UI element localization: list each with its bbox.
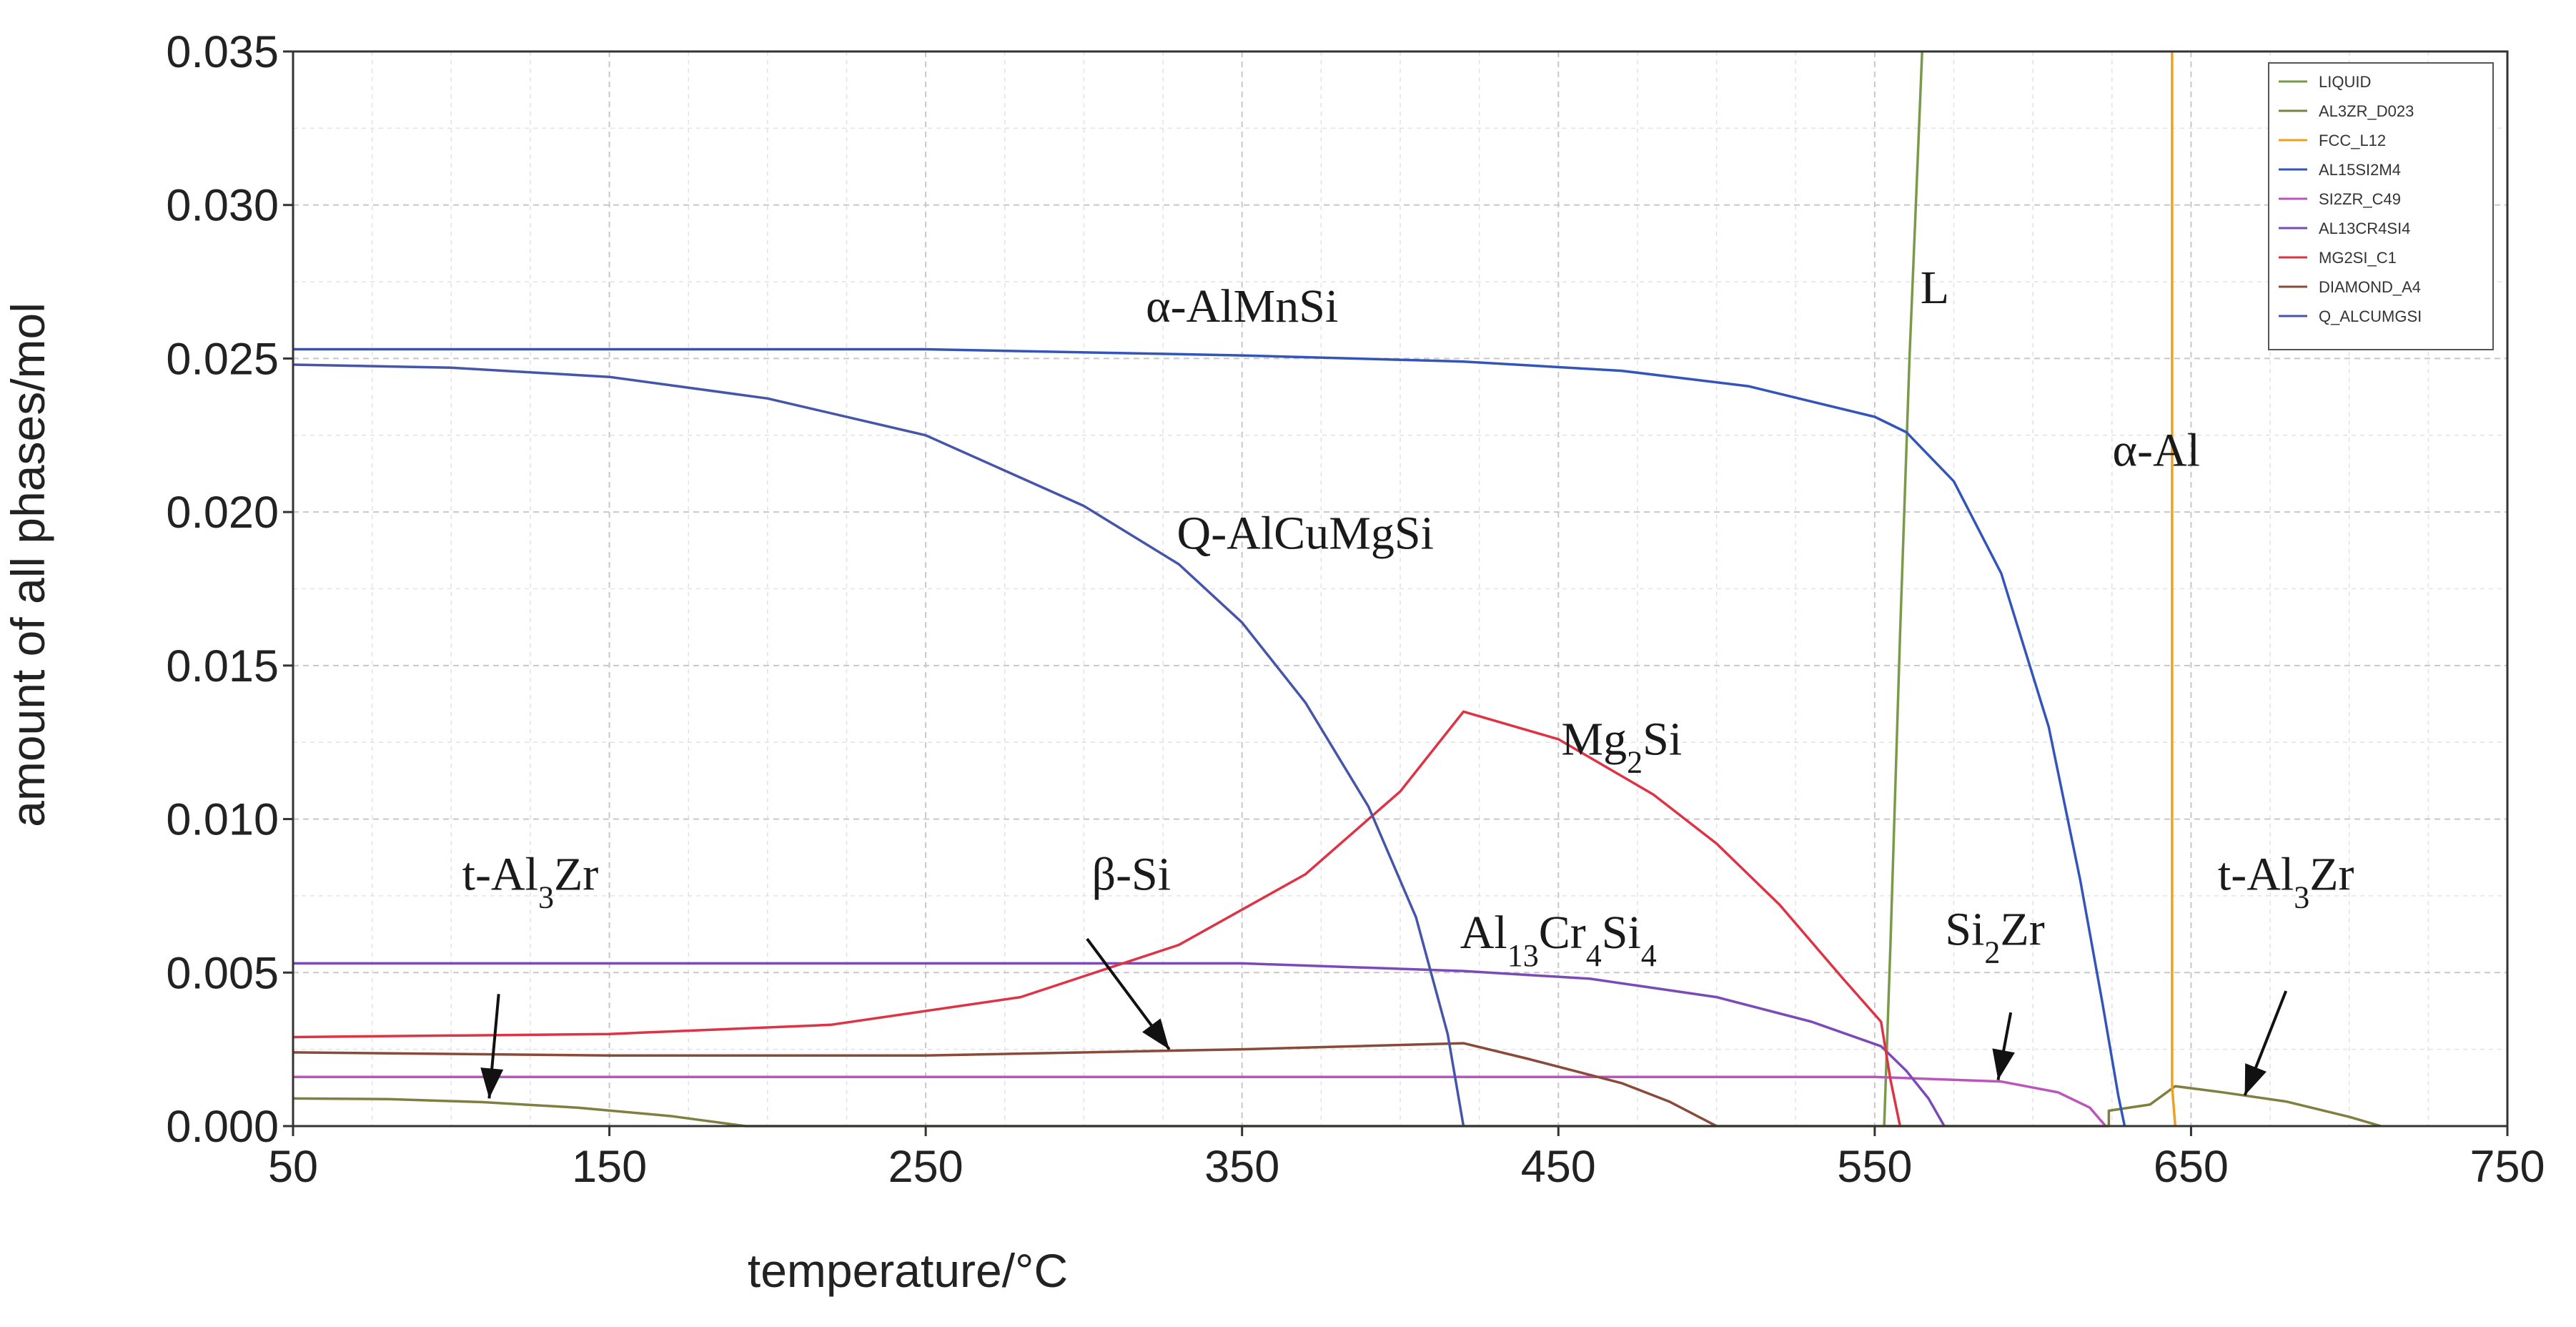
phase-annotation: L bbox=[1921, 262, 1949, 314]
y-tick-label: 0.035 bbox=[166, 27, 279, 77]
x-axis-title: temperature/°C bbox=[748, 1244, 1068, 1297]
legend: LIQUID AL3ZR_D023 FCC_L12 AL15SI2M4 SI2ZR_C4… bbox=[2268, 62, 2494, 350]
series-line-al15si2m4 bbox=[293, 347, 2126, 1127]
phase-annotation: α-Al bbox=[2112, 425, 2200, 477]
y-axis-title: amount of all phases/mol bbox=[1, 302, 54, 827]
annotation-arrow-head bbox=[1992, 1048, 2015, 1080]
series-line-si2zr-c49 bbox=[293, 1075, 2107, 1128]
x-axis-ticks: 50 150 250 350 450 550 650 750 bbox=[268, 1126, 2545, 1192]
annotation-arrows bbox=[480, 937, 2288, 1099]
x-tick-label: 250 bbox=[888, 1142, 963, 1192]
legend-label: FCC_L12 bbox=[2319, 132, 2386, 149]
phase-annotation: t-Al3Zr bbox=[2218, 848, 2354, 914]
x-tick-label: 650 bbox=[2154, 1142, 2229, 1192]
legend-label: DIAMOND_A4 bbox=[2319, 278, 2421, 296]
phase-annotation: Q-AlCuMgSi bbox=[1177, 508, 1434, 560]
y-axis-ticks: 0.000 0.005 0.010 0.015 0.020 0.025 0.030 0.035 bbox=[166, 27, 293, 1152]
y-tick-label: 0.005 bbox=[166, 948, 279, 998]
legend-label: AL15SI2M4 bbox=[2319, 161, 2401, 179]
series-line-diamond-a4 bbox=[292, 1042, 1718, 1128]
x-tick-label: 450 bbox=[1521, 1142, 1596, 1192]
annotation-arrow-head bbox=[2244, 1063, 2267, 1096]
series-line-fcc-l12 bbox=[2171, 51, 2177, 1127]
y-tick-label: 0.015 bbox=[166, 641, 279, 691]
legend-label: MG2SI_C1 bbox=[2319, 249, 2397, 267]
x-tick-label: 150 bbox=[572, 1142, 647, 1192]
legend-label: AL13CR4SI4 bbox=[2319, 219, 2410, 237]
x-tick-label: 350 bbox=[1204, 1142, 1279, 1192]
annotation-arrow-head bbox=[480, 1067, 504, 1099]
legend-label: Q_ALCUMGSI bbox=[2319, 307, 2422, 325]
x-tick-label: 750 bbox=[2470, 1142, 2545, 1192]
annotations: α-AlMnSi Lα-AlQ-AlCuMgSiMg2Siβ-SiAl13Cr4S… bbox=[462, 262, 2354, 972]
x-tick-label: 550 bbox=[1837, 1142, 1912, 1192]
x-tick-label: 50 bbox=[268, 1142, 318, 1192]
y-tick-label: 0.020 bbox=[166, 488, 279, 538]
series-line-al13cr4si4 bbox=[293, 962, 1946, 1127]
series-line-al3zr-d023 bbox=[292, 1085, 2382, 1128]
legend-label: SI2ZR_C49 bbox=[2319, 190, 2401, 208]
phase-annotation: Si2Zr bbox=[1945, 904, 2044, 970]
series-line-q-alcumgsi bbox=[292, 363, 1465, 1127]
phase-annotation: Mg2Si bbox=[1561, 713, 1682, 779]
series-line-liquid bbox=[1883, 51, 1923, 1127]
series-line-mg2si-c1 bbox=[292, 710, 1902, 1127]
plot-frame bbox=[292, 50, 2509, 1128]
y-tick-label: 0.025 bbox=[166, 334, 279, 384]
legend-label: LIQUID bbox=[2319, 73, 2371, 91]
grid bbox=[293, 51, 2507, 1126]
legend-label: AL3ZR_D023 bbox=[2319, 102, 2414, 120]
y-tick-label: 0.030 bbox=[166, 181, 279, 231]
y-tick-label: 0.000 bbox=[166, 1102, 279, 1152]
y-tick-label: 0.010 bbox=[166, 795, 279, 845]
annotation-arrow-head bbox=[1142, 1018, 1169, 1050]
plot-border bbox=[292, 50, 2509, 1128]
phase-annotation: α-AlMnSi bbox=[1146, 280, 1338, 332]
phase-annotation: β-Si bbox=[1092, 848, 1171, 900]
series-group bbox=[292, 51, 2382, 1128]
